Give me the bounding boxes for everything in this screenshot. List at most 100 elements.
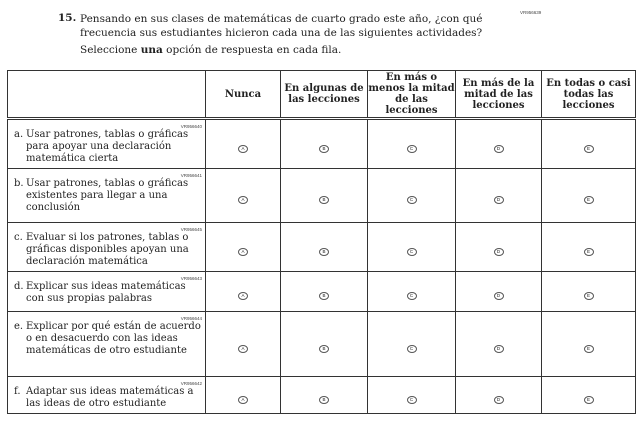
row-label: VR956641 b. Usar patrones, tablas o gráfic… [7,168,206,223]
response-cell: A [205,168,281,223]
question-text: Pensando en sus clases de matemáticas de… [80,13,483,39]
table-row: VR956640 a. Usar patrones, tablas o gráfic… [7,118,636,169]
response-bubble[interactable]: E [583,196,594,204]
response-bubble[interactable]: E [583,344,594,353]
response-cell: A [205,271,281,312]
column-header: En más de la mitad de las lecciones [455,70,542,120]
response-bubble[interactable]: D [493,196,504,204]
column-header: En todas o casi todas las lecciones [541,70,636,120]
response-cell: B [280,376,368,414]
response-cell: E [541,311,636,377]
response-cell: E [541,168,636,223]
response-bubble[interactable]: C [406,144,417,153]
response-cell: B [280,222,368,272]
table-row: VR956643 d. Explicar sus ideas matemáticas… [7,271,636,312]
item-text: Usar patrones, tablas o gráficas para ap… [26,129,189,164]
row-label: VR956644 e. Explicar por qué están de acue… [7,311,206,377]
response-cell: C [367,222,456,272]
response-bubble[interactable]: A [238,144,248,153]
response-cell: B [280,311,368,377]
response-cell: A [205,118,281,169]
instruction-pre: Seleccione [80,44,141,56]
item-code: VR956641 [180,173,202,178]
item-letter: e. [14,321,24,332]
row-label: VR956643 d. Explicar sus ideas matemáticas… [7,271,206,312]
item-code: VR956645 [180,227,202,232]
item-code: VR956642 [180,381,202,386]
response-bubble[interactable]: C [406,292,417,300]
item-text: Explicar sus ideas matemáticas con sus p… [26,281,186,304]
row-label: VR956640 a. Usar patrones, tablas o gráfic… [7,118,206,169]
item-code: VR956640 [180,124,202,129]
response-bubble[interactable]: C [406,196,417,204]
response-cell: C [367,311,456,377]
item-code: VR956643 [180,276,202,281]
response-cell: B [280,168,368,223]
item-letter: d. [14,281,24,292]
response-cell: B [280,118,368,169]
row-label: VR956642 f. Adaptar sus ideas matemáticas … [7,376,206,414]
column-header: En más o menos la mitad de las lecciones [367,70,456,120]
response-bubble[interactable]: A [238,292,248,300]
response-bubble[interactable]: A [238,395,248,404]
response-cell: A [205,376,281,414]
instruction: Seleccione una opción de respuesta en ca… [80,44,341,56]
response-cell: B [280,271,368,312]
response-bubble[interactable]: E [583,144,594,153]
item-letter: a. [14,129,24,140]
column-header: Nunca [205,70,281,120]
response-bubble[interactable]: A [238,196,248,204]
response-bubble[interactable]: E [583,292,594,300]
response-bubble[interactable]: B [319,247,329,256]
response-bubble[interactable]: C [406,395,417,404]
response-bubble[interactable]: B [319,395,329,404]
row-label: VR956645 c. Evaluar si los patrones, tabla… [7,222,206,272]
response-cell: A [205,311,281,377]
response-bubble[interactable]: D [493,344,504,353]
response-cell: E [541,376,636,414]
table-row: VR956645 c. Evaluar si los patrones, tabla… [7,222,636,272]
response-cell: C [367,118,456,169]
response-bubble[interactable]: B [319,292,329,300]
item-text: Adaptar sus ideas matemáticas a las idea… [26,386,194,409]
instruction-bold: una [140,44,163,56]
item-letter: c. [14,232,23,243]
item-letter: f. [14,386,21,397]
response-bubble[interactable]: A [238,247,248,256]
response-bubble[interactable]: C [406,344,417,353]
column-header: En algunas de las lecciones [280,70,368,120]
response-cell: D [455,168,542,223]
response-bubble[interactable]: B [319,196,329,204]
response-bubble[interactable]: C [406,247,417,256]
response-bubble[interactable]: D [493,144,504,153]
response-grid: Nunca En algunas de las lecciones En más… [7,70,636,414]
item-text: Usar patrones, tablas o gráficas existen… [26,178,189,213]
question-code: VR956639 [520,10,542,15]
response-bubble[interactable]: E [583,395,594,404]
response-bubble[interactable]: D [493,395,504,404]
response-cell: D [455,376,542,414]
response-cell: D [455,118,542,169]
instruction-post: opción de respuesta en cada fila. [162,44,342,56]
item-text: Evaluar si los patrones, tablas o gráfic… [26,232,189,267]
response-cell: C [367,271,456,312]
table-row: VR956642 f. Adaptar sus ideas matemáticas … [7,376,636,414]
response-cell: D [455,271,542,312]
item-text: Explicar por qué están de acuerdo o en d… [26,321,201,356]
response-bubble[interactable]: B [319,344,329,353]
response-bubble[interactable]: D [493,292,504,300]
response-bubble[interactable]: D [493,247,504,256]
response-cell: E [541,222,636,272]
response-bubble[interactable]: B [319,144,329,153]
table-row: VR956641 b. Usar patrones, tablas o gráfic… [7,168,636,223]
header-blank [7,70,206,120]
response-cell: A [205,222,281,272]
table-row: VR956644 e. Explicar por qué están de acue… [7,311,636,377]
response-cell: C [367,376,456,414]
response-cell: D [455,311,542,377]
question-number: 15. [58,12,77,24]
response-bubble[interactable]: E [583,247,594,256]
response-cell: E [541,271,636,312]
response-bubble[interactable]: A [238,344,248,353]
item-code: VR956644 [180,316,202,321]
